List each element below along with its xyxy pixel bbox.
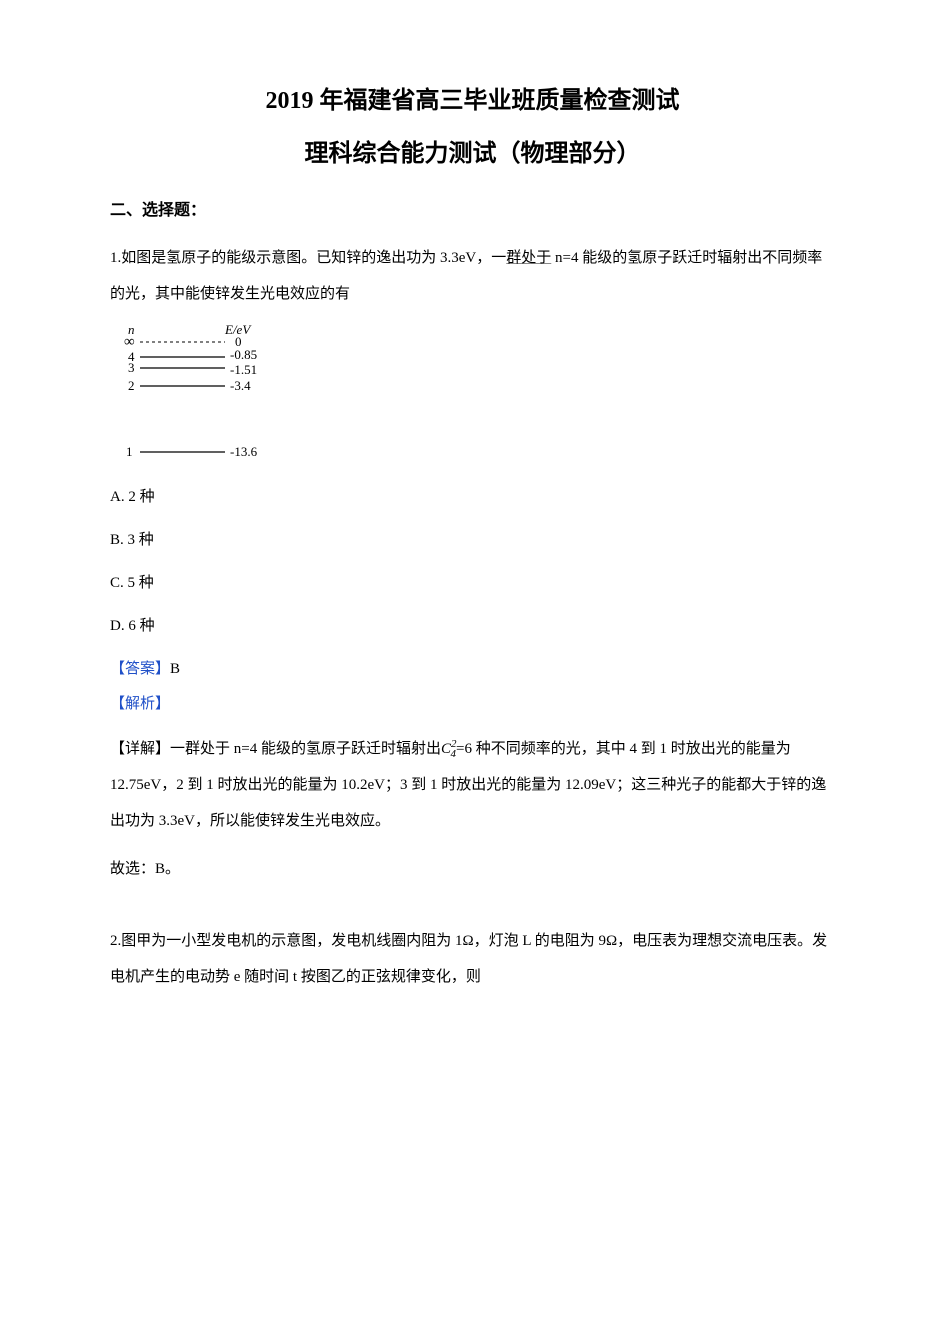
- sub-title: 理科综合能力测试（物理部分）: [110, 133, 835, 168]
- answer-value: B: [170, 661, 180, 677]
- level-inf-n: ∞: [124, 334, 135, 350]
- level-3-n: 3: [128, 360, 135, 375]
- level-4-E: -0.85: [230, 347, 257, 362]
- section-header: 二、选择题：: [110, 196, 835, 220]
- answer-line: 【答案】B: [110, 657, 835, 678]
- option-D: D. 6 种: [110, 614, 835, 635]
- question-2-body: 图甲为一小型发电机的示意图，发电机线圈内阻为 1Ω，灯泡 L 的电阻为 9Ω，电…: [110, 933, 827, 985]
- formula-C: C: [441, 741, 451, 757]
- question-1-part1: 如图是氢原子的能级示意图。已知锌的逸出功为 3.3eV，一: [121, 250, 506, 266]
- question-2-number: 2.: [110, 933, 121, 949]
- answer-label: 【答案】: [110, 661, 170, 677]
- option-C: C. 5 种: [110, 571, 835, 592]
- level-2-E: -3.4: [230, 378, 251, 393]
- question-1-text: 1.如图是氢原子的能级示意图。已知锌的逸出功为 3.3eV，一群处于 n=4 能…: [110, 240, 835, 312]
- question-1-underlined: 群处于: [506, 250, 551, 266]
- detail-text: 【详解】一群处于 n=4 能级的氢原子跃迁时辐射出C24=6 种不同频率的光，其…: [110, 731, 835, 839]
- option-A: A. 2 种: [110, 485, 835, 506]
- analysis-label: 【解析】: [110, 692, 835, 713]
- question-1-number: 1.: [110, 250, 121, 266]
- energy-level-diagram: n E/eV ∞ 0 4 -0.85 3 -1.51 2 -3.4 1 -13.…: [110, 324, 290, 469]
- detail-label: 【详解】: [110, 741, 170, 757]
- main-title: 2019 年福建省高三毕业班质量检查测试: [110, 80, 835, 115]
- level-1-n: 1: [126, 444, 133, 459]
- detail-part1: 一群处于 n=4 能级的氢原子跃迁时辐射出: [170, 741, 441, 757]
- level-2-n: 2: [128, 378, 135, 393]
- level-3-E: -1.51: [230, 362, 257, 377]
- conclusion: 故选：B。: [110, 851, 835, 887]
- question-2-text: 2.图甲为一小型发电机的示意图，发电机线圈内阻为 1Ω，灯泡 L 的电阻为 9Ω…: [110, 923, 835, 995]
- level-1-E: -13.6: [230, 444, 258, 459]
- option-B: B. 3 种: [110, 528, 835, 549]
